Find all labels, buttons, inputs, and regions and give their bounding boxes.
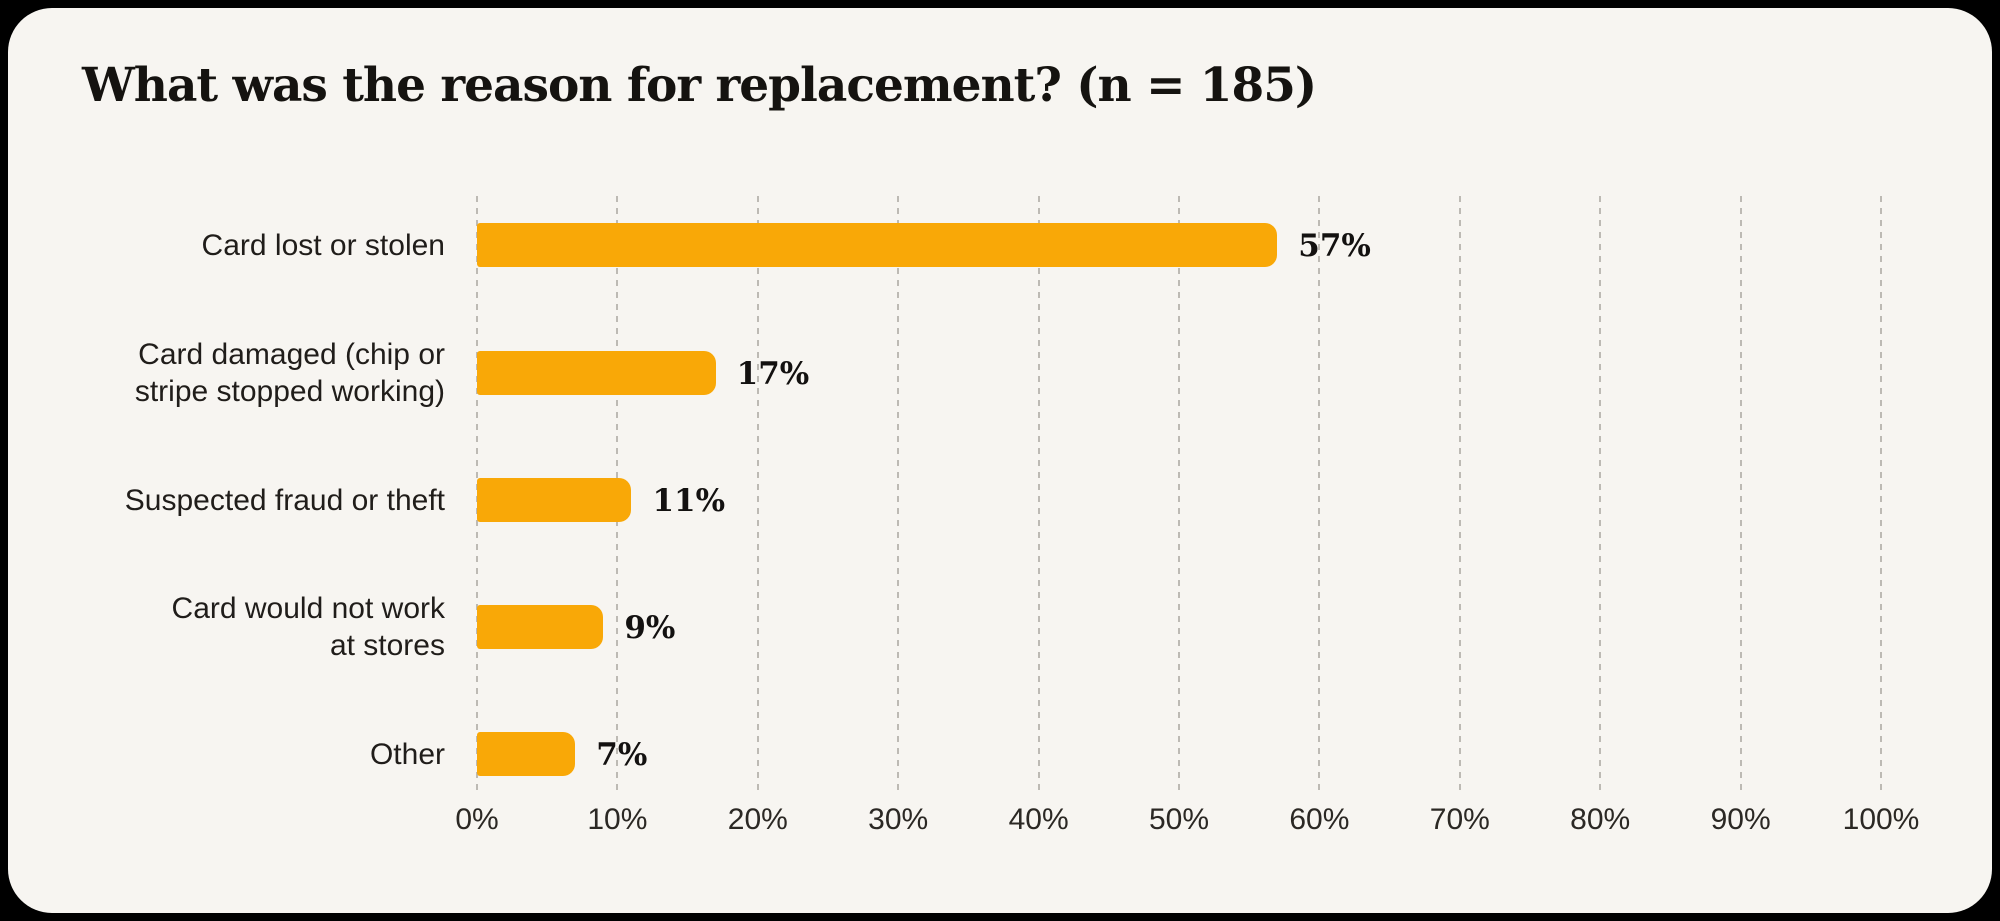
gridline-100% bbox=[1880, 196, 1882, 790]
x-tick-label: 30% bbox=[868, 803, 929, 836]
x-tick-label: 70% bbox=[1429, 803, 1490, 836]
chart-title: What was the reason for replacement? (n … bbox=[82, 58, 1317, 113]
category-label: Card would not work at stores bbox=[171, 592, 445, 662]
gridline-60% bbox=[1318, 196, 1321, 790]
x-tick-label: 80% bbox=[1570, 803, 1631, 836]
bar bbox=[477, 605, 604, 649]
value-label: 7% bbox=[596, 737, 648, 773]
bar-chart: Card lost or stolen 57% Card damaged (chip… bbox=[8, 8, 1992, 913]
chart-card: What was the reason for replacement? (n … bbox=[8, 8, 1992, 913]
gridline-70% bbox=[1458, 196, 1461, 790]
bar bbox=[477, 223, 1278, 267]
gridline-50% bbox=[1178, 196, 1180, 790]
value-label: 9% bbox=[624, 610, 676, 646]
x-tick-label: 10% bbox=[587, 803, 648, 836]
bar bbox=[477, 478, 632, 522]
bar bbox=[477, 732, 576, 776]
x-tick-label: 40% bbox=[1008, 803, 1069, 836]
value-label: 17% bbox=[736, 356, 810, 392]
x-tick-label: 0% bbox=[455, 803, 499, 836]
x-tick-label: 20% bbox=[727, 803, 788, 836]
gridline-20% bbox=[756, 196, 759, 790]
x-tick-label: 50% bbox=[1148, 803, 1210, 836]
category-label: Other bbox=[369, 737, 445, 771]
category-label: Card damaged (chip or stripe stopped wor… bbox=[134, 338, 445, 408]
x-tick-label: 100% bbox=[1842, 803, 1920, 836]
gridline-80% bbox=[1599, 196, 1602, 790]
x-tick-label: 90% bbox=[1710, 803, 1771, 836]
category-label: Suspected fraud or theft bbox=[124, 483, 445, 517]
x-tick-label: 60% bbox=[1289, 803, 1350, 836]
value-label: 57% bbox=[1298, 228, 1371, 264]
bar bbox=[477, 351, 716, 395]
gridline-90% bbox=[1739, 196, 1742, 790]
category-label: Card lost or stolen bbox=[201, 228, 445, 262]
gridline-40% bbox=[1037, 196, 1040, 790]
value-label: 11% bbox=[652, 483, 726, 519]
gridline-30% bbox=[897, 196, 900, 790]
